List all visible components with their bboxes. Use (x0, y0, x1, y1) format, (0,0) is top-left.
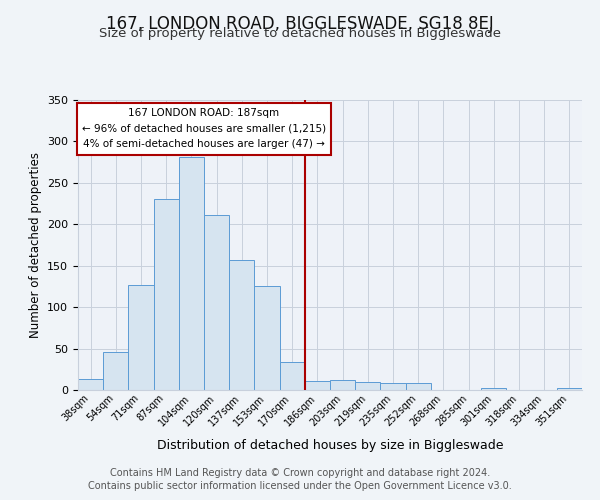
Text: 167, LONDON ROAD, BIGGLESWADE, SG18 8EJ: 167, LONDON ROAD, BIGGLESWADE, SG18 8EJ (106, 15, 494, 33)
Bar (280, 362, 305, 390)
Bar (481, 388, 506, 390)
Bar (254, 286, 280, 390)
Bar (557, 388, 582, 390)
Bar (78, 379, 103, 390)
Text: 167 LONDON ROAD: 187sqm
← 96% of detached houses are smaller (1,215)
4% of semi-: 167 LONDON ROAD: 187sqm ← 96% of detache… (82, 108, 326, 150)
Bar (128, 285, 154, 390)
Bar (103, 352, 128, 390)
X-axis label: Distribution of detached houses by size in Biggleswade: Distribution of detached houses by size … (157, 439, 503, 452)
Bar (305, 381, 330, 390)
Bar (406, 384, 431, 390)
Bar (355, 382, 380, 390)
Bar (204, 215, 229, 390)
Bar (154, 200, 179, 390)
Text: Contains public sector information licensed under the Open Government Licence v3: Contains public sector information licen… (88, 481, 512, 491)
Text: Size of property relative to detached houses in Biggleswade: Size of property relative to detached ho… (99, 28, 501, 40)
Bar (179, 157, 204, 390)
Bar (380, 382, 406, 390)
Text: Contains HM Land Registry data © Crown copyright and database right 2024.: Contains HM Land Registry data © Crown c… (110, 468, 490, 477)
Bar (330, 380, 355, 390)
Y-axis label: Number of detached properties: Number of detached properties (29, 152, 41, 338)
Bar (229, 260, 254, 390)
